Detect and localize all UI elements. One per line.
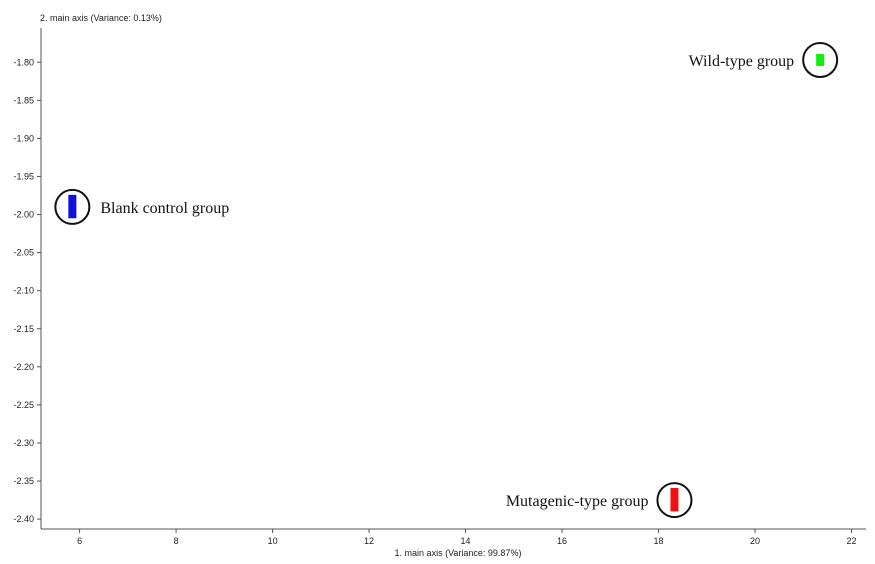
y-tick-label: -2.10 [13, 286, 34, 296]
y-tick-label: -2.00 [13, 210, 34, 220]
data-marks: Blank control group Wild-type group Mutage… [54, 41, 839, 519]
x-tick-label: 8 [174, 536, 179, 546]
y-tick-label: -2.40 [13, 514, 34, 524]
y-tick-label: -2.05 [13, 248, 34, 258]
data-point [68, 206, 77, 219]
data-point [670, 499, 679, 512]
y-axis-title: 2. main axis (Variance: 0.13%) [40, 13, 162, 23]
y-tick-label: -1.95 [13, 171, 34, 181]
series-group: Blank control group [54, 188, 229, 225]
x-tick-label: 16 [557, 536, 567, 546]
y-tick-label: -2.35 [13, 476, 34, 486]
series-label: Mutagenic-type group [506, 493, 649, 510]
series-label: Blank control group [100, 200, 229, 217]
y-tick-label: -1.85 [13, 95, 34, 105]
x-tick-label: 14 [461, 536, 471, 546]
cluster-circle [656, 482, 693, 519]
series-label: Wild-type group [689, 53, 795, 70]
y-tick-label: -2.15 [13, 324, 34, 334]
cluster-circle [54, 188, 91, 225]
x-axis-title: 1. main axis (Variance: 99.87%) [395, 548, 522, 558]
data-point [816, 53, 825, 66]
x-tick-label: 6 [77, 536, 82, 546]
data-point [670, 487, 679, 500]
tick-labels: -1.80 -1.85 -1.90 -1.95 -2.00 -2.05 -2.10 -2.15… [13, 57, 856, 546]
x-tick-label: 10 [268, 536, 278, 546]
y-tick-label: -1.80 [13, 57, 34, 67]
y-tick-label: -1.90 [13, 133, 34, 143]
axes [37, 28, 866, 533]
x-tick-label: 18 [654, 536, 664, 546]
x-tick-label: 12 [364, 536, 374, 546]
data-point [68, 194, 77, 207]
y-tick-label: -2.25 [13, 400, 34, 410]
x-tick-label: 22 [847, 536, 857, 546]
series-group: Wild-type group [689, 41, 839, 78]
x-tick-label: 20 [750, 536, 760, 546]
y-tick-label: -2.30 [13, 438, 34, 448]
series-group: Mutagenic-type group [506, 482, 693, 519]
cluster-circle [802, 41, 839, 78]
y-tick-label: -2.20 [13, 362, 34, 372]
